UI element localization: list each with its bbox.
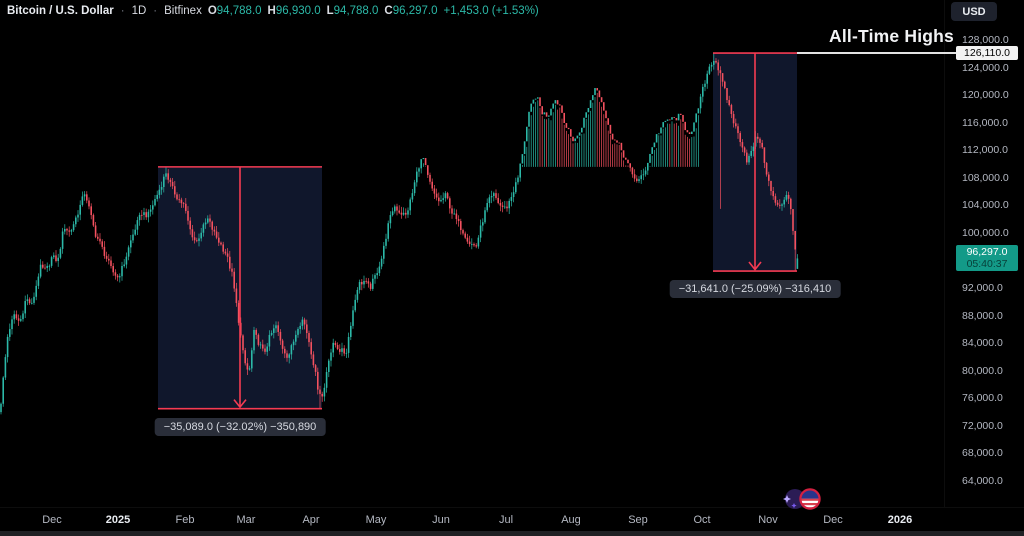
time-tick: Nov: [758, 514, 778, 526]
price-tick: 68,000.0: [962, 447, 1003, 460]
close-value: C96,297.0: [384, 5, 438, 17]
price-tick: 76,000.0: [962, 392, 1003, 405]
time-tick: Dec: [823, 514, 843, 526]
time-tick: Mar: [236, 514, 256, 526]
price-tick: 88,000.0: [962, 309, 1003, 322]
time-tick: 2026: [887, 514, 913, 526]
price-tick: 64,000.0: [962, 475, 1003, 487]
time-tick: 2025: [105, 514, 131, 526]
time-tick: Aug: [561, 514, 581, 526]
open-value: O94,788.0: [207, 5, 262, 17]
bar-countdown: 05:40:37: [966, 258, 1008, 271]
price-tick: 100,000.0: [962, 226, 1009, 239]
low-value: L94,788.0: [326, 5, 379, 17]
separator-dot: ·: [153, 5, 158, 17]
chart-legend: Bitcoin / U.S. Dollar · 1D · Bitfinex O9…: [7, 5, 539, 17]
symbol-title[interactable]: Bitcoin / U.S. Dollar: [7, 5, 114, 17]
time-tick: Oct: [693, 514, 711, 526]
time-tick: Jun: [432, 514, 450, 526]
price-tick: 120,000.0: [962, 89, 1009, 102]
all-time-highs-annotation[interactable]: All-Time Highs: [829, 26, 954, 46]
time-axis-separator: [0, 507, 1024, 508]
price-tick: 72,000.0: [962, 419, 1003, 432]
price-tick: 116,000.0: [962, 116, 1008, 129]
time-tick: Sep: [628, 514, 648, 526]
pair-logo-icon: [783, 488, 821, 510]
price-tick: 80,000.0: [962, 364, 1003, 377]
price-tick: 108,000.0: [962, 171, 1009, 184]
time-tick: Apr: [302, 514, 320, 526]
high-value: H96,930.0: [267, 5, 321, 17]
price-tick: 104,000.0: [962, 199, 1009, 212]
ath-price-axis-label: 126,110.0: [956, 46, 1018, 61]
current-price-value: 96,297.0: [966, 246, 1008, 259]
price-range-label-1[interactable]: −35,089.0 (−32.02%) −350,890: [154, 417, 326, 436]
currency-toggle-button[interactable]: USD: [951, 2, 997, 21]
change-value: +1,453.0 (+1.53%): [443, 5, 539, 17]
interval-label[interactable]: 1D: [131, 5, 147, 17]
current-price-axis-label: 96,297.0 05:40:37: [956, 245, 1018, 272]
time-tick: Jul: [498, 514, 514, 526]
separator-dot: ·: [120, 5, 125, 17]
time-tick: Dec: [42, 514, 62, 526]
window-bottom-edge: [0, 531, 1024, 536]
price-tick: 128,000.0: [962, 34, 1009, 46]
time-tick: Feb: [175, 514, 195, 526]
price-tick: 84,000.0: [962, 337, 1003, 350]
price-axis-separator: [944, 0, 945, 507]
exchange-label[interactable]: Bitfinex: [164, 5, 202, 17]
price-range-label-2[interactable]: −31,641.0 (−25.09%) −316,410: [669, 280, 841, 299]
price-tick: 112,000.0: [962, 144, 1008, 157]
price-tick: 124,000.0: [962, 61, 1009, 74]
time-axis[interactable]: Dec 2025 Feb Mar Apr May Jun Jul Aug Sep Oct Nov Dec…: [0, 514, 1024, 530]
price-axis[interactable]: 128,000.0 124,000.0 120,000.0 116,000.0 112,…: [962, 0, 1024, 507]
price-tick: 92,000.0: [962, 282, 1003, 295]
time-tick: May: [365, 514, 387, 526]
